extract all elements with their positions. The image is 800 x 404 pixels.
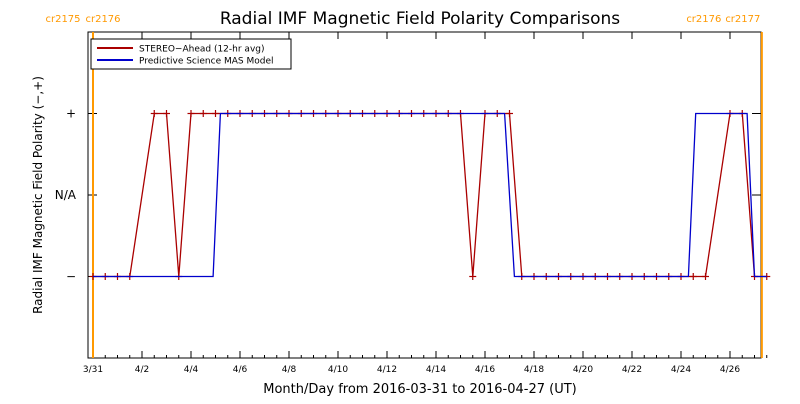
y-axis-ticks: + N/A − [55,107,761,284]
carrington-markers: cr2175 cr2176 cr2176 cr2177 [45,14,763,358]
x-tick-label: 4/8 [282,365,297,375]
x-tick-label: 4/4 [184,365,199,375]
legend-label: STEREO−Ahead (12-hr avg) [139,45,265,55]
mas-model-series-line [93,112,767,278]
y-tick-label: − [66,270,76,284]
y-axis-label: Radial IMF Magnetic Field Polarity (−,+) [31,76,45,314]
stereo-ahead-series-line [93,112,767,278]
x-axis-ticks: 3/31 4/2 4/4 4/6 4/8 4/10 4/12 4/14 4/16 4/18 4/20… [83,32,768,375]
x-axis-label: Month/Day from 2016-03-31 to 2016-04-27 … [263,382,576,397]
series-group [89,110,771,280]
x-tick-label: 4/2 [135,365,149,375]
legend-box [90,38,292,70]
y-tick-label: + [66,107,76,121]
x-tick-label: 4/14 [426,365,446,375]
x-tick-label: 4/16 [475,365,495,375]
carrington-label: cr2176 [686,14,721,25]
carrington-label: cr2175 [45,14,80,25]
x-tick-label: 4/10 [328,365,348,375]
x-tick-label: 4/12 [377,365,397,375]
plot-frame [87,31,762,359]
y-tick-label: N/A [55,188,77,202]
x-tick-label: 4/22 [622,365,642,375]
carrington-label: cr2176 [85,14,120,25]
legend: STEREO−Ahead (12-hr avg) Predictive Scien… [90,38,292,70]
x-tick-label: 4/18 [524,365,544,375]
x-tick-label: 4/24 [671,365,691,375]
x-tick-label: 4/6 [233,365,248,375]
chart-title: Radial IMF Magnetic Field Polarity Compa… [220,9,620,29]
x-tick-label: 4/20 [573,365,593,375]
carrington-label: cr2177 [725,14,760,25]
x-tick-label: 3/31 [83,365,103,375]
legend-label: Predictive Science MAS Model [139,57,274,67]
x-tick-label: 4/26 [720,365,740,375]
